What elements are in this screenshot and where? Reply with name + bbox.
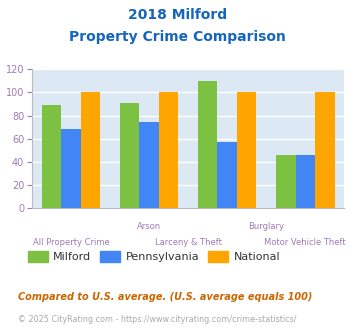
Text: Larceny & Theft: Larceny & Theft	[155, 238, 222, 248]
Text: All Property Crime: All Property Crime	[33, 238, 109, 248]
Bar	[237, 92, 256, 208]
Bar	[315, 92, 334, 208]
Bar	[198, 81, 217, 208]
Text: Motor Vehicle Theft: Motor Vehicle Theft	[264, 238, 346, 248]
Text: 2018 Milford: 2018 Milford	[128, 8, 227, 22]
Text: Burglary: Burglary	[248, 222, 284, 231]
Text: Compared to U.S. average. (U.S. average equals 100): Compared to U.S. average. (U.S. average …	[18, 292, 312, 302]
Bar	[159, 92, 179, 208]
Text: Property Crime Comparison: Property Crime Comparison	[69, 30, 286, 44]
Text: Arson: Arson	[137, 222, 161, 231]
Bar	[139, 122, 159, 208]
Bar	[120, 103, 139, 208]
Bar	[61, 129, 81, 208]
Legend: Milford, Pennsylvania, National: Milford, Pennsylvania, National	[23, 247, 285, 267]
Bar	[42, 105, 61, 208]
Bar	[81, 92, 100, 208]
Bar	[296, 155, 315, 208]
Bar	[276, 155, 295, 208]
Text: © 2025 CityRating.com - https://www.cityrating.com/crime-statistics/: © 2025 CityRating.com - https://www.city…	[18, 315, 296, 324]
Bar	[217, 142, 237, 208]
